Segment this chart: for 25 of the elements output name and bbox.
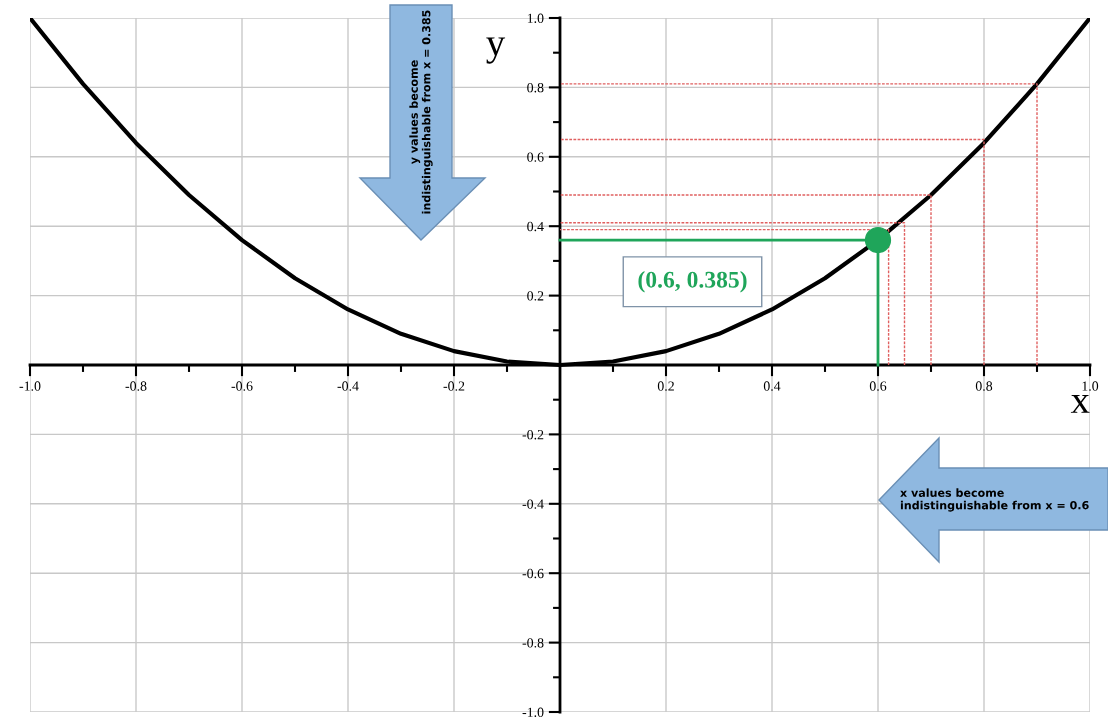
y-tick-label: 0.2 [527, 291, 544, 301]
x-tick-label: 0.8 [975, 381, 993, 391]
y-tick-label: 0.4 [527, 221, 544, 232]
y-axis-title: y [486, 37, 506, 64]
x-tick-label: -0.2 [443, 381, 465, 391]
x-tick-label: 1.0 [1082, 381, 1099, 391]
y-tick-label: -0.2 [522, 429, 544, 440]
y-tick-label: -0.6 [522, 568, 544, 579]
x-tick-label: -1.0 [19, 381, 41, 391]
x-tick-label: 0.6 [869, 381, 887, 391]
y-tick-label: 0.6 [527, 152, 544, 162]
y-tick-label: 0.8 [527, 82, 544, 93]
x-tick-label: -0.4 [337, 381, 359, 391]
x-tick-label: 0.4 [763, 381, 781, 391]
y-tick-label: -1.0 [522, 707, 544, 718]
x-tick-label: 0.2 [657, 381, 674, 391]
y-tick-label: 1.0 [527, 13, 544, 24]
y-tick-label: -0.4 [522, 499, 544, 509]
annotation: (0.6, 0.385) [638, 271, 747, 293]
x-tick-label: -0.8 [125, 381, 147, 391]
y-tick-label: -0.8 [522, 638, 544, 648]
annotation: y values become indistinguishable from x = 0.385 [409, 10, 433, 214]
x-axis-title: x [1070, 394, 1090, 413]
x-tick-label: -0.6 [231, 381, 253, 391]
annotation: x values become indistinguishable from x = 0.6 [900, 488, 1089, 512]
